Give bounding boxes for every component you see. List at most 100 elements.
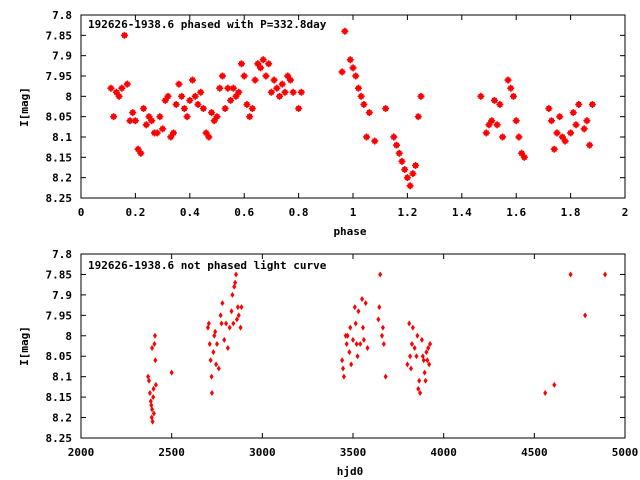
y-tick-label: 8.2 [52,172,72,185]
data-point [232,92,240,100]
data-point [131,117,139,125]
data-point [140,105,148,113]
data-point [423,377,428,384]
data-point [167,133,175,141]
data-point [224,320,229,327]
data-point [183,113,191,121]
data-point [406,182,414,190]
data-point [341,365,346,372]
data-point [553,129,561,137]
data-point [425,357,430,364]
data-point [340,357,345,364]
data-point [583,312,588,319]
data-point [235,304,240,311]
data-point [377,304,382,311]
data-point [208,357,213,364]
x-tick-label: 3500 [340,446,367,459]
data-point [156,113,164,121]
data-point [270,76,278,84]
data-point [488,117,496,125]
chart-title: 192626-1938.6 not phased light curve [88,259,327,272]
x-tick-label: 0.6 [234,206,254,219]
x-tick-label: 4500 [521,446,548,459]
y-tick-label: 8.25 [46,192,73,205]
chart-title: 192626-1938.6 phased with P=332.8day [88,18,327,31]
data-point [153,381,158,388]
data-point [164,92,172,100]
data-point [246,113,254,121]
data-point [213,113,221,121]
data-point [273,84,281,92]
data-point [583,117,591,125]
data-point [150,418,155,425]
data-point [380,332,385,339]
x-tick-label: 1.4 [452,206,472,219]
data-point [357,92,365,100]
data-point [112,88,120,96]
data-point [259,56,267,64]
x-tick-label: 5000 [612,446,639,459]
data-point [398,157,406,165]
data-point [580,125,588,133]
data-point [545,105,553,113]
data-point [234,271,239,278]
data-point [243,100,251,108]
data-point [588,100,596,108]
data-point [134,145,142,153]
data-point [150,406,155,413]
data-point [233,279,238,286]
data-point [575,100,583,108]
data-point [395,149,403,157]
data-point [344,340,349,347]
data-point [152,340,157,347]
data-point [295,105,303,113]
y-tick-label: 8.1 [52,131,72,144]
data-point [172,100,180,108]
data-point [393,141,401,149]
data-point [230,291,235,298]
data-point [509,92,517,100]
data-point [349,361,354,368]
data-point [225,345,230,352]
x-tick-label: 0.8 [289,206,309,219]
data-point [422,369,427,376]
y-tick-label: 8.15 [46,151,73,164]
data-point [496,100,504,108]
data-point [490,96,498,104]
y-tick-label: 7.85 [46,268,73,281]
data-point [229,84,237,92]
data-point [215,340,219,347]
data-point [189,76,197,84]
data-point [236,312,241,319]
data-point [381,340,386,347]
y-tick-label: 8 [65,90,72,103]
y-tick-label: 7.9 [52,50,72,63]
data-point [262,72,270,80]
data-point [267,88,275,96]
data-point [289,88,297,96]
data-point [360,295,365,302]
data-point [214,361,219,368]
data-point [178,92,186,100]
data-point [405,361,410,368]
y-tick-label: 7.8 [52,9,72,22]
y-tick-label: 7.85 [46,29,73,42]
data-point [348,324,353,331]
data-point [499,133,507,141]
y-tick-label: 8.2 [52,412,72,425]
x-tick-label: 2 [622,206,629,219]
data-point [220,300,225,307]
data-points [146,271,608,425]
data-point [239,304,244,311]
x-tick-label: 0.2 [125,206,145,219]
data-point [365,109,373,117]
data-point [569,109,577,117]
y-axis-label: I[mag] [18,87,31,127]
x-tick-label: 2000 [68,446,95,459]
data-point [351,336,355,343]
data-point [209,373,214,380]
data-point [360,100,368,108]
data-point [213,328,218,335]
data-point [407,320,412,327]
data-point [383,373,388,380]
